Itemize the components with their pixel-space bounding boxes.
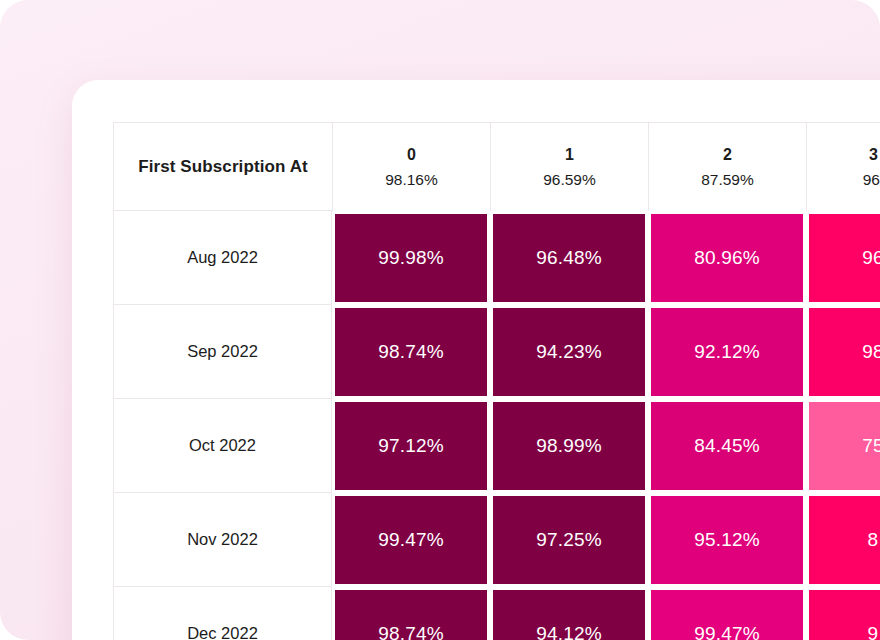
- heat-cell-clipped[interactable]: 75: [806, 399, 880, 493]
- cell-value: 75: [862, 435, 880, 457]
- row-label-nov-2022: Nov 2022: [113, 493, 332, 587]
- column-header-0: 0 98.16%: [332, 122, 490, 211]
- cell-value: 9: [868, 623, 879, 640]
- row-label-aug-2022: Aug 2022: [113, 211, 332, 305]
- column-overall-rate: 96.59%: [543, 171, 596, 189]
- corner-header-first-subscription-at: First Subscription At: [113, 122, 332, 211]
- column-number: 0: [407, 146, 416, 164]
- column-header-1: 1 96.59%: [490, 122, 648, 211]
- cell-value: 84.45%: [694, 435, 760, 457]
- column-overall-rate: 87.59%: [701, 171, 754, 189]
- heat-cell[interactable]: 95.12%: [648, 493, 806, 587]
- column-number: 2: [723, 146, 732, 164]
- cell-value: 98: [862, 341, 880, 363]
- column-header-2: 2 87.59%: [648, 122, 806, 211]
- cell-value: 97.12%: [378, 435, 444, 457]
- heat-cell[interactable]: 92.12%: [648, 305, 806, 399]
- cohort-card: First Subscription At 0 98.16% 1 96.59% …: [72, 80, 880, 640]
- cell-value: 96: [862, 247, 880, 269]
- heat-cell[interactable]: 97.12%: [332, 399, 490, 493]
- heat-cell[interactable]: 84.45%: [648, 399, 806, 493]
- row-label-oct-2022: Oct 2022: [113, 399, 332, 493]
- column-number: 3: [869, 146, 878, 164]
- column-header-3-clipped: 3 96.: [806, 122, 880, 211]
- heat-cell[interactable]: 80.96%: [648, 211, 806, 305]
- heat-cell[interactable]: 98.74%: [332, 305, 490, 399]
- column-overall-rate: 98.16%: [385, 171, 438, 189]
- cell-value: 99.47%: [694, 623, 760, 640]
- cell-value: 98.74%: [378, 341, 444, 363]
- heat-cell-clipped[interactable]: 8: [806, 493, 880, 587]
- column-overall-rate: 96.: [863, 171, 880, 189]
- cell-value: 92.12%: [694, 341, 760, 363]
- heat-cell-clipped[interactable]: 96: [806, 211, 880, 305]
- heat-cell-clipped[interactable]: 9: [806, 587, 880, 640]
- heat-cell[interactable]: 96.48%: [490, 211, 648, 305]
- heat-cell[interactable]: 99.98%: [332, 211, 490, 305]
- heat-cell[interactable]: 98.99%: [490, 399, 648, 493]
- cell-value: 94.12%: [536, 623, 602, 640]
- heat-cell[interactable]: 94.23%: [490, 305, 648, 399]
- cell-value: 98.74%: [378, 623, 444, 640]
- cell-value: 96.48%: [536, 247, 602, 269]
- cell-value: 97.25%: [536, 529, 602, 551]
- cell-value: 80.96%: [694, 247, 760, 269]
- cell-value: 94.23%: [536, 341, 602, 363]
- cell-value: 99.47%: [378, 529, 444, 551]
- cell-value: 98.99%: [536, 435, 602, 457]
- row-label-dec-2022: Dec 2022: [113, 587, 332, 640]
- heat-cell[interactable]: 98.74%: [332, 587, 490, 640]
- heat-cell[interactable]: 99.47%: [332, 493, 490, 587]
- column-number: 1: [565, 146, 574, 164]
- cell-value: 99.98%: [378, 247, 444, 269]
- cell-value: 8: [868, 529, 879, 551]
- heat-cell[interactable]: 97.25%: [490, 493, 648, 587]
- heat-cell[interactable]: 94.12%: [490, 587, 648, 640]
- row-label-sep-2022: Sep 2022: [113, 305, 332, 399]
- heat-cell-clipped[interactable]: 98: [806, 305, 880, 399]
- heat-cell[interactable]: 99.47%: [648, 587, 806, 640]
- cohort-retention-table: First Subscription At 0 98.16% 1 96.59% …: [113, 122, 880, 640]
- cell-value: 95.12%: [694, 529, 760, 551]
